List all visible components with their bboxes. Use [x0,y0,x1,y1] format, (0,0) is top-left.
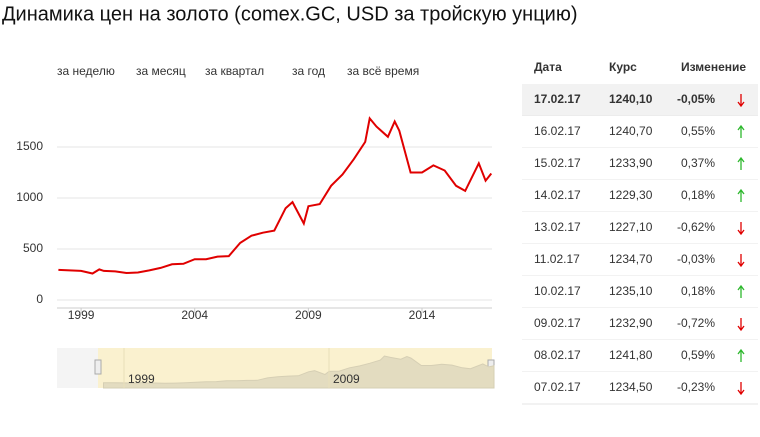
change-cell: -0,03% [677,252,715,266]
table-row [522,340,758,372]
arrow-up [737,348,745,362]
change-cell: -0,72% [677,316,715,330]
table-row [522,116,758,148]
range-buttons: за неделю за месяц за квартал за год за всё … [57,64,419,78]
change-cell: -0,05% [677,92,715,106]
rate-cell: 1235,10 [609,284,653,298]
arrow-down [737,94,745,108]
date-cell: 17.02.17 [534,92,581,106]
date-cell: 07.02.17 [534,380,581,394]
arrow-up [737,156,745,170]
table-header: Курс [609,60,637,74]
price-line [58,116,493,275]
arrow-up [737,284,745,298]
arrow-down [737,382,745,396]
x-tick-label: 2004 [181,308,208,322]
change-cell: -0,62% [677,220,715,234]
y-tick-label: 1500 [16,139,43,153]
date-cell: 10.02.17 [534,284,581,298]
arrow-up [737,124,745,138]
x-tick-label: 1999 [68,308,95,322]
navigator-tick-label: 2009 [333,372,360,386]
rate-cell: 1227,10 [609,220,653,234]
table-row [522,244,758,276]
page-title: Динамика цен на золото (comex.GC, USD за… [2,3,578,25]
date-cell: 16.02.17 [534,124,581,138]
range-button[interactable]: за месяц [136,64,186,78]
arrow-up [737,188,745,202]
rate-cell: 1233,90 [609,156,653,170]
navigator-tick-label: 1999 [128,372,155,386]
change-cell: 0,18% [681,284,715,298]
change-cell: -0,23% [677,380,715,394]
table-row [522,372,758,404]
y-tick-label: 0 [36,292,43,306]
rate-cell: 1234,50 [609,380,653,394]
y-tick-label: 1000 [16,190,43,204]
range-button[interactable]: за неделю [57,64,115,78]
navigator: 1999 2009 [57,348,495,389]
rate-cell: 1240,70 [609,124,653,138]
x-tick-label: 2014 [409,308,436,322]
rate-cell: 1232,90 [609,316,653,330]
table-header: Дата [534,60,562,74]
arrow-down [737,222,745,236]
arrow-down [737,254,745,268]
table-row [522,148,758,180]
date-cell: 08.02.17 [534,348,581,362]
table-row [522,180,758,212]
range-button[interactable]: за квартал [205,64,264,78]
rate-cell: 1241,80 [609,348,653,362]
date-cell: 11.02.17 [534,252,580,266]
table-row [522,276,758,308]
table-row [522,308,758,340]
rate-cell: 1234,70 [609,252,653,266]
change-cell: 0,18% [681,188,715,202]
date-cell: 15.02.17 [534,156,581,170]
rate-cell: 1240,10 [609,92,653,106]
date-cell: 14.02.17 [534,188,581,202]
arrow-down [737,318,745,332]
table-header: Изменение [681,60,746,74]
rate-cell: 1229,30 [609,188,653,202]
rates-table: Дата Курс Изменение 17.02.17 1240,10 -0,05% 16… [522,60,758,405]
range-button[interactable]: за всё время [347,64,419,78]
table-row [522,84,758,116]
table-row [522,212,758,244]
y-tick-label: 500 [23,241,43,255]
navigator-area [103,355,495,389]
date-cell: 13.02.17 [534,220,581,234]
chart: 0 500 1000 1500 1999 2004 2009 2014 [16,116,493,322]
x-tick-label: 2009 [295,308,322,322]
change-cell: 0,59% [681,348,715,362]
navigator-handle[interactable] [94,359,102,375]
range-button[interactable]: за год [292,64,325,78]
change-cell: 0,55% [681,124,715,138]
change-cell: 0,37% [681,156,715,170]
date-cell: 09.02.17 [534,316,581,330]
